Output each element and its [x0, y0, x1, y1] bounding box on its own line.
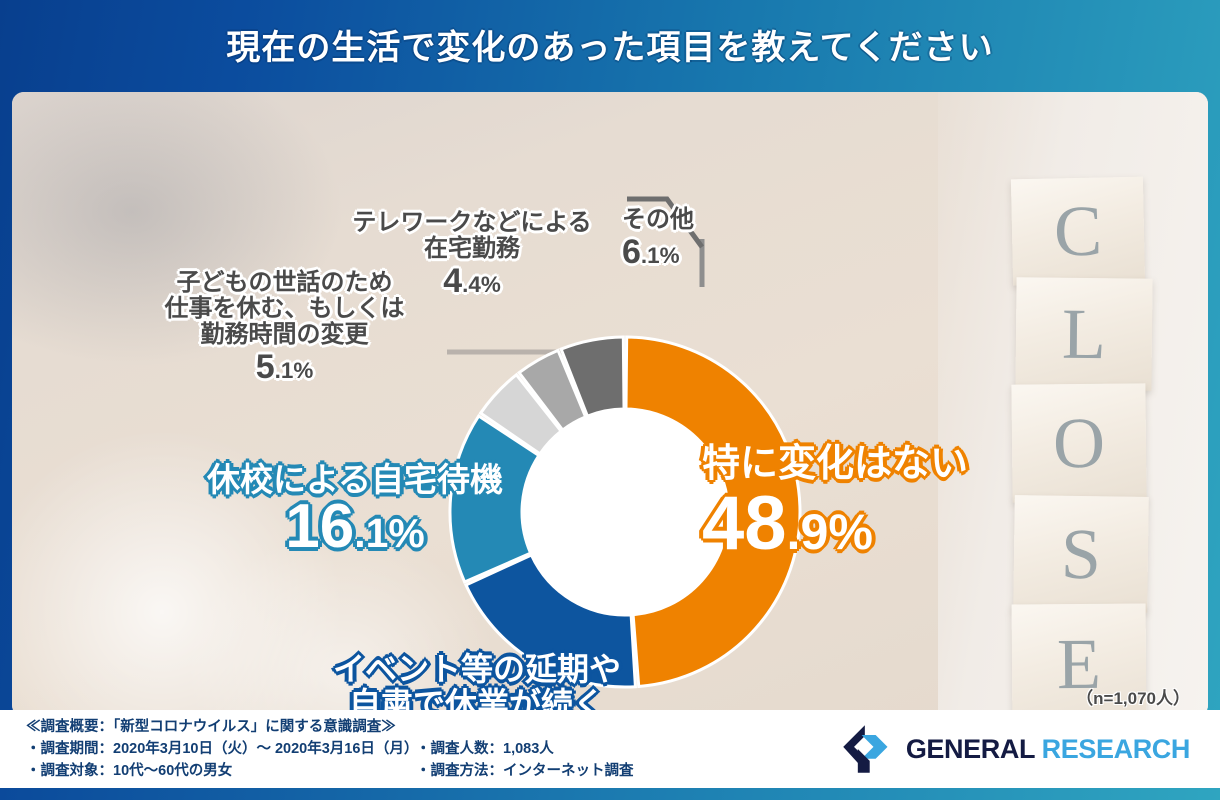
- donut-chart: 特に変化はない 48.9% 休校による自宅待機 16.1% イベント等の延期や …: [12, 92, 1208, 717]
- slice-value-school-closure: 16.1%: [285, 491, 425, 561]
- brand-logo: GENERAL RESEARCH: [840, 722, 1190, 776]
- slice-label-childcare-line3: 勤務時間の変更: [200, 320, 369, 348]
- chart-panel: C L O S E 特に変化はない 48.9% 休校による自宅待機 16.1% …: [12, 92, 1208, 717]
- brand-name: GENERAL RESEARCH: [905, 733, 1191, 765]
- slice-value-childcare: 5.1%: [255, 347, 314, 386]
- slice-label-telework-line1: テレワークなどによる: [352, 209, 592, 236]
- logo-chevron-icon: [843, 725, 888, 773]
- survey-overview: ≪調査概要：「新型コロナウイルス」に関する意識調査≫: [26, 718, 396, 735]
- sample-size-note: （n=1,070人）: [1076, 689, 1190, 708]
- slice-label-telework-line2: 在宅勤務: [424, 234, 520, 262]
- slice-label-event-line1: イベント等の延期や: [332, 651, 621, 687]
- slice-label-other: その他 6.1%: [622, 207, 782, 271]
- slice-label-event-postponement: イベント等の延期や 自粛で休業が続く 19.4%: [307, 652, 647, 717]
- slice-label-other-text: その他: [622, 206, 694, 233]
- slice-label-telework: テレワークなどによる 在宅勤務 4.4%: [347, 210, 597, 300]
- slice-label-no-change: 特に変化はない 48.9%: [702, 443, 969, 567]
- donut-chart-svg: [447, 196, 802, 689]
- slice-value-other: 6.1%: [622, 232, 680, 271]
- survey-count: ・調査人数：1,083人: [416, 740, 554, 757]
- slice-value-no-change: 48.9%: [702, 481, 873, 567]
- survey-target: ・調査対象：10代～60代の男女: [26, 763, 233, 780]
- page-header: 現在の生活で変化のあった項目を教えてください: [0, 0, 1220, 88]
- brand-word-research: RESEARCH: [1041, 733, 1191, 764]
- survey-summary: ≪調査概要：「新型コロナウイルス」に関する意識調査≫ ・調査期間：2020年3月…: [26, 716, 634, 782]
- page-title: 現在の生活で変化のあった項目を教えてください: [226, 28, 994, 67]
- slice-label-childcare-line2: 仕事を休む、もしくは: [164, 294, 405, 322]
- slice-label-school-closure-text: 休校による自宅待機: [206, 461, 503, 498]
- slice-label-childcare: 子どもの世話のため 仕事を休む、もしくは 勤務時間の変更 5.1%: [162, 270, 407, 385]
- slice-label-childcare-line1: 子どもの世話のため: [176, 269, 393, 296]
- footer: ≪調査概要：「新型コロナウイルス」に関する意識調査≫ ・調査期間：2020年3月…: [0, 710, 1220, 788]
- brand-word-general: GENERAL: [905, 733, 1035, 764]
- slice-value-telework: 4.4%: [443, 261, 501, 300]
- survey-method: ・調査方法：インターネット調査: [416, 763, 634, 780]
- leader-line-other: [627, 196, 705, 249]
- survey-period: ・調査期間：2020年3月10日（火）～ 2020年3月16日（月）: [26, 740, 419, 757]
- slice-label-no-change-text: 特に変化はない: [702, 443, 969, 485]
- footer-accent-strip: [0, 788, 1220, 800]
- donut-hole: [522, 409, 728, 615]
- slice-label-school-closure: 休校による自宅待機 16.1%: [190, 462, 520, 561]
